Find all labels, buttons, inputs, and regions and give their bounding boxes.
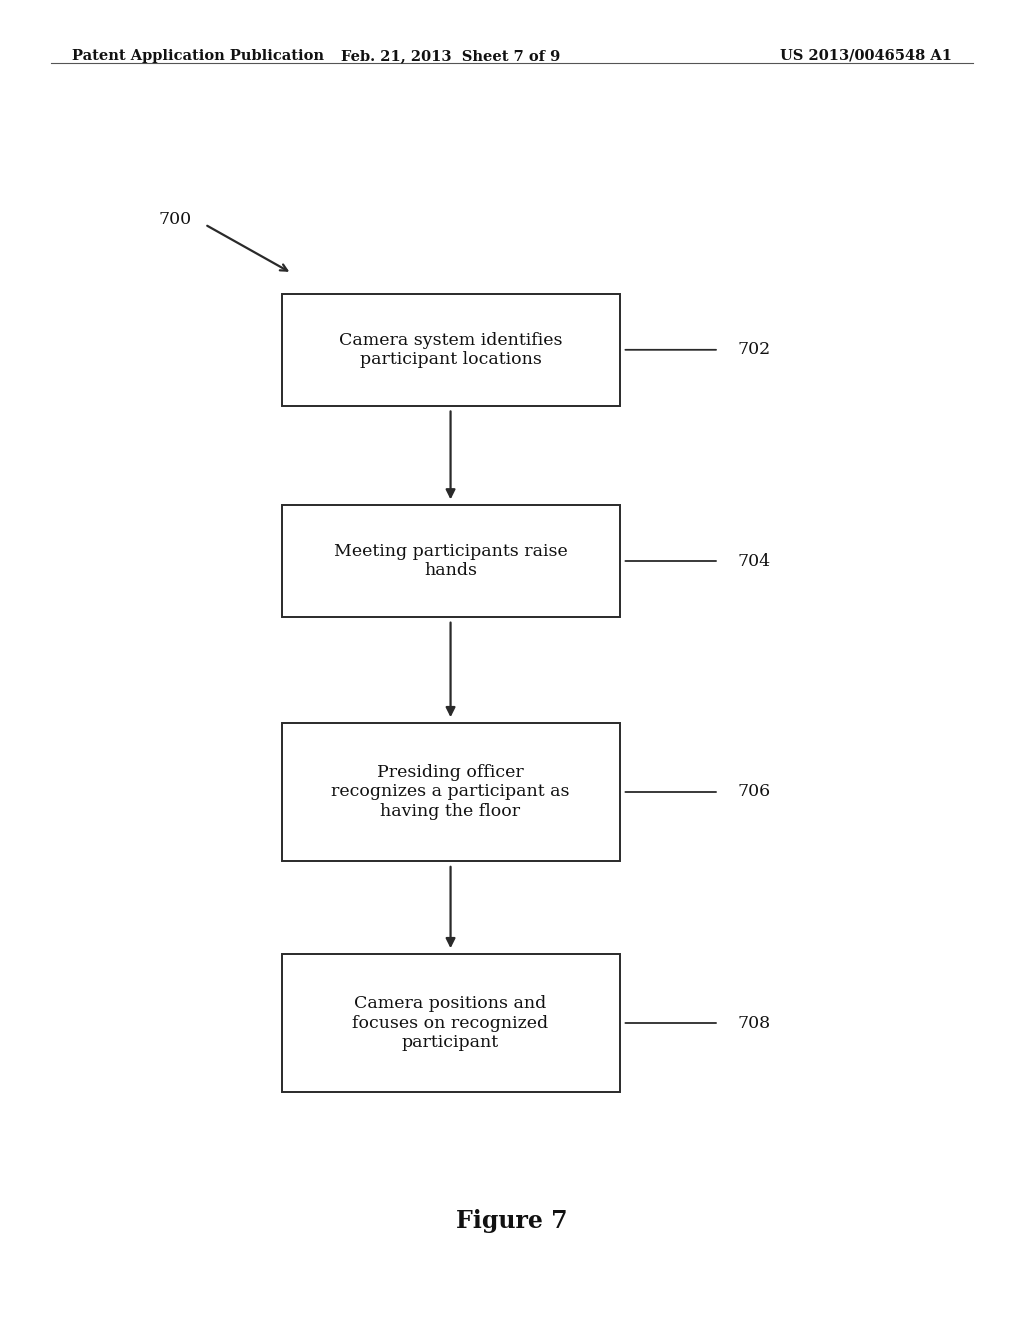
Text: Feb. 21, 2013  Sheet 7 of 9: Feb. 21, 2013 Sheet 7 of 9: [341, 49, 560, 63]
FancyBboxPatch shape: [282, 953, 620, 1093]
Text: Meeting participants raise
hands: Meeting participants raise hands: [334, 543, 567, 579]
Text: Camera positions and
focuses on recognized
participant: Camera positions and focuses on recogniz…: [352, 995, 549, 1051]
Text: US 2013/0046548 A1: US 2013/0046548 A1: [780, 49, 952, 63]
Text: 702: 702: [737, 342, 770, 358]
Text: Figure 7: Figure 7: [456, 1209, 568, 1233]
Text: Presiding officer
recognizes a participant as
having the floor: Presiding officer recognizes a participa…: [332, 764, 569, 820]
Text: 706: 706: [737, 784, 770, 800]
Text: 704: 704: [737, 553, 770, 569]
Text: 700: 700: [159, 211, 191, 228]
FancyBboxPatch shape: [282, 506, 620, 618]
FancyBboxPatch shape: [282, 294, 620, 407]
Text: 708: 708: [737, 1015, 770, 1031]
FancyBboxPatch shape: [282, 722, 620, 861]
Text: Camera system identifies
participant locations: Camera system identifies participant loc…: [339, 331, 562, 368]
Text: Patent Application Publication: Patent Application Publication: [72, 49, 324, 63]
